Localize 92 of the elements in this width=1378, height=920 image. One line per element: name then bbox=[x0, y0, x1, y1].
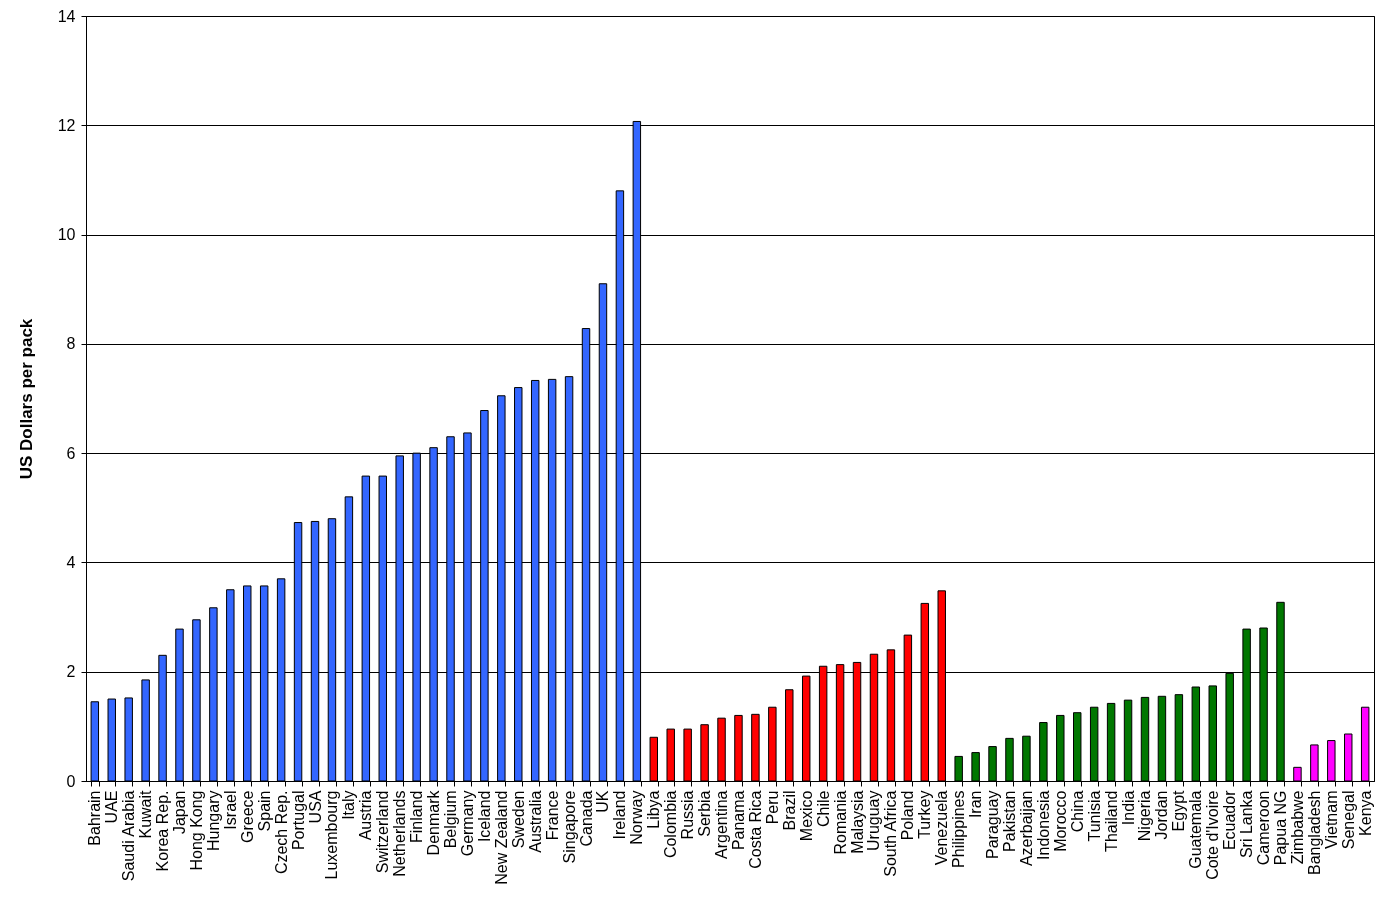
x-tick-label: Bangladesh bbox=[1305, 790, 1323, 876]
y-axis-title: US Dollars per pack bbox=[16, 318, 36, 480]
x-tick-label: Sri Lanka bbox=[1238, 790, 1256, 859]
x-tick-label: Korea Rep. bbox=[154, 790, 172, 872]
x-tick-label: Chile bbox=[814, 790, 832, 827]
x-tick-label: UK bbox=[594, 790, 612, 813]
x-tick-label: Costa Rica bbox=[746, 790, 764, 869]
x-tick-label: India bbox=[1119, 790, 1137, 826]
x-tick-label: USA bbox=[306, 790, 324, 824]
x-tick-label: Philippines bbox=[950, 790, 968, 868]
x-tick-label: Ireland bbox=[611, 790, 629, 840]
x-tick-label: Senegal bbox=[1339, 790, 1357, 850]
x-tick-label: Australia bbox=[526, 790, 544, 853]
x-tick-label: Indonesia bbox=[1034, 790, 1052, 860]
x-tick-label: Tunisia bbox=[1085, 790, 1103, 842]
y-tick-label: 8 bbox=[66, 335, 76, 353]
x-tick-label: Belgium bbox=[442, 790, 460, 849]
x-tick-label: New Zealand bbox=[492, 790, 510, 885]
x-tick-label: Malaysia bbox=[848, 790, 866, 854]
x-tick-label: Greece bbox=[238, 790, 256, 843]
x-tick-label: Poland bbox=[899, 790, 917, 841]
x-tick-label: France bbox=[543, 790, 561, 841]
bar bbox=[1123, 699, 1133, 782]
bar bbox=[1157, 695, 1167, 782]
x-tick-label: Pakistan bbox=[1000, 790, 1018, 852]
x-tick-label: Colombia bbox=[662, 790, 680, 859]
x-tick-label: Norway bbox=[628, 790, 646, 845]
x-tick-label: Panama bbox=[729, 790, 747, 851]
x-tick-label: Jordan bbox=[1153, 790, 1171, 840]
x-tick-label: Papua NG bbox=[1272, 790, 1289, 866]
x-tick-label: Netherlands bbox=[391, 790, 409, 877]
x-tick-label: Sweden bbox=[509, 790, 527, 849]
x-tick-label: Iran bbox=[967, 790, 985, 819]
bar bbox=[649, 736, 658, 782]
x-tick-label: UAE bbox=[103, 790, 121, 824]
x-tick-label: Morocco bbox=[1051, 790, 1069, 852]
x-tick-label: Singapore bbox=[560, 790, 578, 864]
x-tick-label: Paraguay bbox=[984, 790, 1002, 859]
x-tick-label: Russia bbox=[679, 790, 697, 840]
y-tick-label: 0 bbox=[66, 772, 76, 790]
x-tick-label: Kuwait bbox=[137, 789, 155, 839]
x-tick-label: Serbia bbox=[696, 790, 714, 837]
x-tick-label: Egypt bbox=[1170, 789, 1188, 832]
y-tick-label: 4 bbox=[66, 553, 76, 571]
x-tick-label: Switzerland bbox=[374, 790, 392, 874]
x-tick-label: Hungary bbox=[204, 790, 222, 851]
y-tick-label: 2 bbox=[66, 663, 76, 681]
x-tick-label: Spain bbox=[255, 790, 273, 832]
x-tick-label: Denmark bbox=[425, 789, 443, 856]
x-tick-label: Iceland bbox=[475, 790, 493, 843]
x-tick-label: Venezuela bbox=[933, 790, 951, 866]
x-tick-label: Italy bbox=[340, 790, 358, 820]
x-tick-label: Vietnam bbox=[1322, 790, 1340, 849]
x-tick-label: South Africa bbox=[882, 790, 900, 877]
x-tick-label: Ecuador bbox=[1221, 789, 1239, 851]
bar bbox=[1140, 696, 1150, 782]
x-tick-label: Bahrain bbox=[86, 790, 104, 846]
x-tick-label: China bbox=[1068, 790, 1086, 833]
x-tick-label: Cote d'Ivoire bbox=[1204, 790, 1222, 880]
x-tick-label: Germany bbox=[458, 790, 476, 857]
x-tick-label: Zimbabwe bbox=[1288, 790, 1306, 865]
x-tick-label: Canada bbox=[577, 790, 595, 847]
x-tick-label: Saudi Arabia bbox=[120, 790, 138, 882]
x-tick-label: Hong Kong bbox=[187, 790, 205, 871]
bar bbox=[1106, 702, 1116, 782]
x-tick-label: Nigeria bbox=[1136, 790, 1154, 842]
x-tick-label: Uruguay bbox=[865, 790, 883, 851]
x-tick-label: Finland bbox=[408, 790, 426, 843]
y-tick-label: 14 bbox=[57, 7, 76, 25]
x-tick-label: Cameroon bbox=[1255, 790, 1273, 866]
x-tick-label: Thailand bbox=[1102, 790, 1120, 852]
x-tick-label: Czech Rep. bbox=[272, 790, 290, 875]
x-tick-label: Turkey bbox=[916, 790, 934, 839]
x-tick-label: Mexico bbox=[797, 790, 815, 842]
x-tick-label: Guatemala bbox=[1187, 790, 1205, 869]
x-tick-label: Libya bbox=[645, 790, 663, 829]
y-tick-label: 6 bbox=[66, 444, 76, 462]
x-tick-label: Portugal bbox=[289, 790, 307, 851]
x-tick-label: Israel bbox=[221, 790, 239, 830]
x-tick-label: Luxembourg bbox=[323, 790, 341, 880]
y-tick-label: 12 bbox=[57, 116, 76, 134]
x-tick-label: Romania bbox=[831, 790, 849, 855]
x-tick-label: Brazil bbox=[780, 790, 798, 831]
x-tick-label: Austria bbox=[357, 790, 375, 841]
bar bbox=[1191, 686, 1201, 782]
y-tick-label: 10 bbox=[57, 226, 76, 244]
x-tick-label: Kenya bbox=[1356, 790, 1374, 836]
x-tick-label: Peru bbox=[763, 790, 781, 825]
x-tick-label: Japan bbox=[171, 790, 188, 835]
x-tick-label: Argentina bbox=[713, 790, 731, 859]
x-tick-label: Azerbaijan bbox=[1017, 790, 1035, 867]
bar bbox=[1174, 694, 1184, 782]
